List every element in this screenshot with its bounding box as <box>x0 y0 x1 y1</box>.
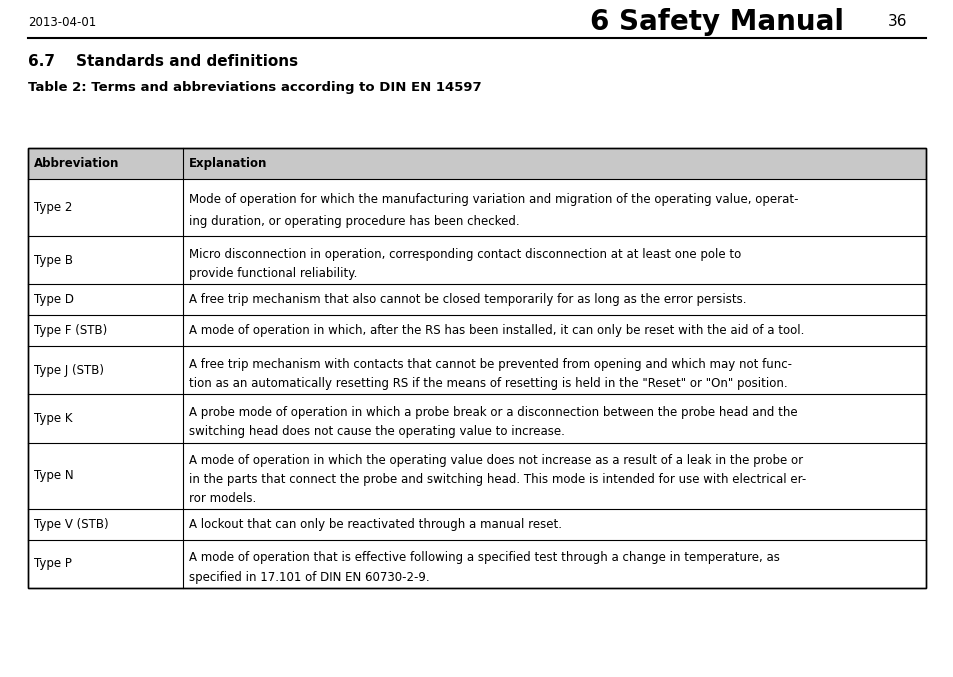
Text: ing duration, or operating procedure has been checked.: ing duration, or operating procedure has… <box>189 215 519 228</box>
Text: Type P: Type P <box>34 557 71 570</box>
Bar <box>28 148 925 179</box>
Text: Type B: Type B <box>34 254 73 267</box>
Bar <box>28 148 925 588</box>
Text: 6 Safety Manual: 6 Safety Manual <box>589 8 843 36</box>
Text: A probe mode of operation in which a probe break or a disconnection between the : A probe mode of operation in which a pro… <box>189 406 797 419</box>
Text: Type K: Type K <box>34 412 72 425</box>
Text: 6.7    Standards and definitions: 6.7 Standards and definitions <box>28 55 297 70</box>
Bar <box>28 148 925 588</box>
Text: A mode of operation that is effective following a specified test through a chang: A mode of operation that is effective fo… <box>189 551 779 564</box>
Text: A free trip mechanism that also cannot be closed temporarily for as long as the : A free trip mechanism that also cannot b… <box>189 293 745 306</box>
Text: Table 2: Terms and abbreviations according to DIN EN 14597: Table 2: Terms and abbreviations accordi… <box>28 81 481 95</box>
Text: Type J (STB): Type J (STB) <box>34 364 104 376</box>
Text: Abbreviation: Abbreviation <box>34 157 119 170</box>
Text: Explanation: Explanation <box>189 157 267 170</box>
Text: A mode of operation in which the operating value does not increase as a result o: A mode of operation in which the operati… <box>189 454 802 467</box>
Text: ror models.: ror models. <box>189 492 256 505</box>
Text: Type F (STB): Type F (STB) <box>34 324 107 337</box>
Text: A free trip mechanism with contacts that cannot be prevented from opening and wh: A free trip mechanism with contacts that… <box>189 357 791 370</box>
Text: Type N: Type N <box>34 469 73 482</box>
Text: 2013-04-01: 2013-04-01 <box>28 16 96 28</box>
Text: Mode of operation for which the manufacturing variation and migration of the ope: Mode of operation for which the manufact… <box>189 192 798 206</box>
Text: switching head does not cause the operating value to increase.: switching head does not cause the operat… <box>189 425 564 439</box>
Text: provide functional reliability.: provide functional reliability. <box>189 267 357 280</box>
Text: A mode of operation in which, after the RS has been installed, it can only be re: A mode of operation in which, after the … <box>189 324 803 337</box>
Text: Type 2: Type 2 <box>34 201 72 214</box>
Text: in the parts that connect the probe and switching head. This mode is intended fo: in the parts that connect the probe and … <box>189 473 805 486</box>
Text: A lockout that can only be reactivated through a manual reset.: A lockout that can only be reactivated t… <box>189 518 561 531</box>
Text: specified in 17.101 of DIN EN 60730-2-9.: specified in 17.101 of DIN EN 60730-2-9. <box>189 571 429 584</box>
Text: Type D: Type D <box>34 293 74 306</box>
Text: Type V (STB): Type V (STB) <box>34 518 109 531</box>
Text: Micro disconnection in operation, corresponding contact disconnection at at leas: Micro disconnection in operation, corres… <box>189 248 740 261</box>
Text: tion as an automatically resetting RS if the means of resetting is held in the ": tion as an automatically resetting RS if… <box>189 377 787 390</box>
Text: 36: 36 <box>887 14 906 30</box>
